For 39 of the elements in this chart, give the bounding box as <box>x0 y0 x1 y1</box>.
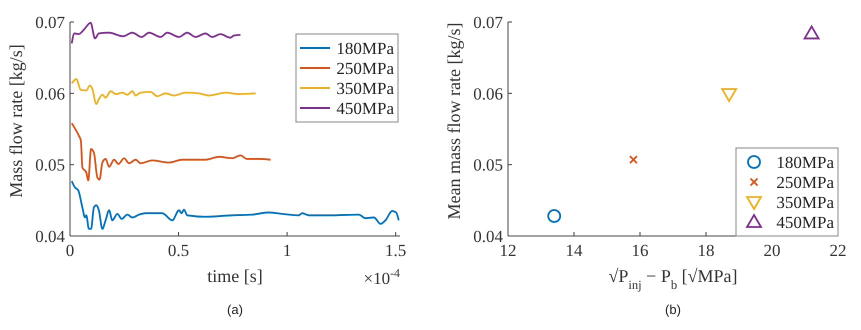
legend-label: 450MPa <box>336 99 394 118</box>
line-series <box>70 180 400 230</box>
line-series <box>70 78 257 105</box>
text: (b) <box>665 302 681 317</box>
legend-label: 250MPa <box>776 173 834 192</box>
x-tick-label: 22 <box>830 241 846 260</box>
y-tick-label: 0.05 <box>473 156 503 175</box>
y-tick-label: 0.07 <box>35 13 66 32</box>
y-tick-label: 0.04 <box>35 227 66 246</box>
line-series <box>70 122 272 182</box>
x-tick-label: 0 <box>66 241 74 260</box>
x-axis-title: time [s] <box>207 266 263 286</box>
x-tick-label: 1.5 <box>385 241 406 260</box>
line-series <box>70 22 242 44</box>
x-tick-label: 20 <box>764 241 780 260</box>
x-tick-label: 0.5 <box>168 241 190 260</box>
y-tick-label: 0.07 <box>473 13 504 32</box>
point <box>547 209 562 223</box>
legend-label: 180MPa <box>776 153 834 172</box>
legend-label: 350MPa <box>336 79 394 98</box>
y-axis-title: Mean mass flow rate [kg/s] <box>444 22 464 220</box>
legend-label: 450MPa <box>776 213 834 232</box>
legend-label: 350MPa <box>776 193 834 212</box>
text: (a) <box>227 302 243 317</box>
x-tick-label: 14 <box>566 241 583 260</box>
y-tick-label: 0.06 <box>473 84 503 104</box>
x-axis-title: √P$_{inj}$ − P$_{b}$ [√MPa] <box>608 266 738 292</box>
point <box>804 26 820 40</box>
text: ×10$^{-4}$ <box>364 266 400 288</box>
point <box>721 88 737 102</box>
y-tick-label: 0.06 <box>35 84 65 104</box>
y-axis-title: Mass flow rate [kg/s] <box>6 44 26 198</box>
legend-label: 180MPa <box>336 39 394 58</box>
y-tick-label: 0.05 <box>35 156 65 175</box>
x-tick-label: 18 <box>698 241 714 260</box>
legend-label: 250MPa <box>336 59 394 78</box>
point <box>629 155 638 164</box>
x-tick-label: 1 <box>282 241 292 260</box>
x-tick-label: 16 <box>632 241 648 260</box>
